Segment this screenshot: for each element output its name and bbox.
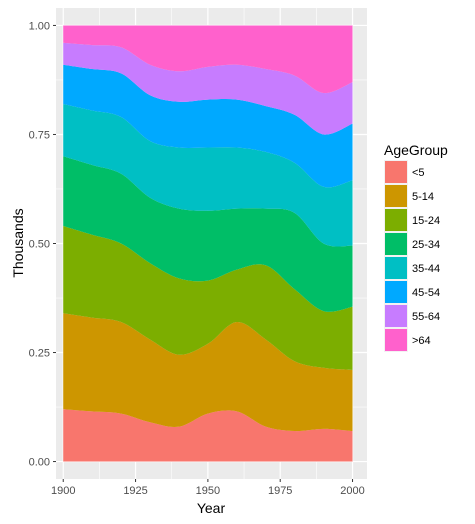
x-tick-label: 1900: [51, 485, 75, 497]
x-axis-title: Year: [197, 500, 226, 516]
legend-swatch: [385, 329, 407, 351]
legend-swatch: [385, 281, 407, 303]
legend-label: 45-54: [412, 287, 440, 299]
legend-label: <5: [412, 167, 425, 179]
legend-label: 5-14: [412, 191, 434, 203]
legend: AgeGroup <5 5-14 15-24 25-34 35-44 45-54 55-64…: [384, 142, 448, 352]
legend-swatch: [385, 185, 407, 207]
y-tick-label: 0.25: [29, 348, 50, 360]
x-tick-label: 1950: [196, 485, 220, 497]
area-series-55-64: [63, 42, 353, 135]
area-series-35-44: [63, 103, 353, 247]
x-axis: 1900 1925 1950 1975 2000: [51, 479, 365, 497]
x-tick-label: 2000: [340, 485, 364, 497]
legend-swatch: [385, 257, 407, 279]
area-series-15-24: [63, 226, 353, 370]
y-axis: 0.00 0.25 0.50 0.75 1.00: [29, 20, 56, 469]
legend-label: 35-44: [412, 263, 440, 275]
legend-title: AgeGroup: [384, 142, 448, 158]
area-layers: [63, 25, 353, 462]
x-tick-label: 1975: [268, 485, 292, 497]
legend-label: 25-34: [412, 239, 440, 251]
legend-keys: <5 5-14 15-24 25-34 35-44 45-54 55-64 >64: [384, 160, 440, 352]
legend-swatch: [385, 209, 407, 231]
y-tick-label: 0.50: [29, 239, 50, 251]
legend-swatch: [385, 233, 407, 255]
y-tick-label: 0.00: [29, 457, 50, 469]
area-series-25-34: [63, 156, 353, 312]
area-series-5-14: [63, 313, 353, 432]
legend-label: 55-64: [412, 311, 440, 323]
legend-label: 15-24: [412, 215, 440, 227]
area-series-45-54: [63, 64, 353, 188]
legend-swatch: [385, 305, 407, 327]
legend-label: >64: [412, 335, 431, 347]
y-axis-title: Thousands: [10, 208, 26, 277]
legend-swatch: [385, 161, 407, 183]
y-tick-label: 0.75: [29, 129, 50, 141]
y-tick-label: 1.00: [29, 20, 50, 32]
x-tick-label: 1925: [123, 485, 147, 497]
area-series->64: [63, 25, 353, 94]
area-series-<5: [63, 409, 353, 462]
